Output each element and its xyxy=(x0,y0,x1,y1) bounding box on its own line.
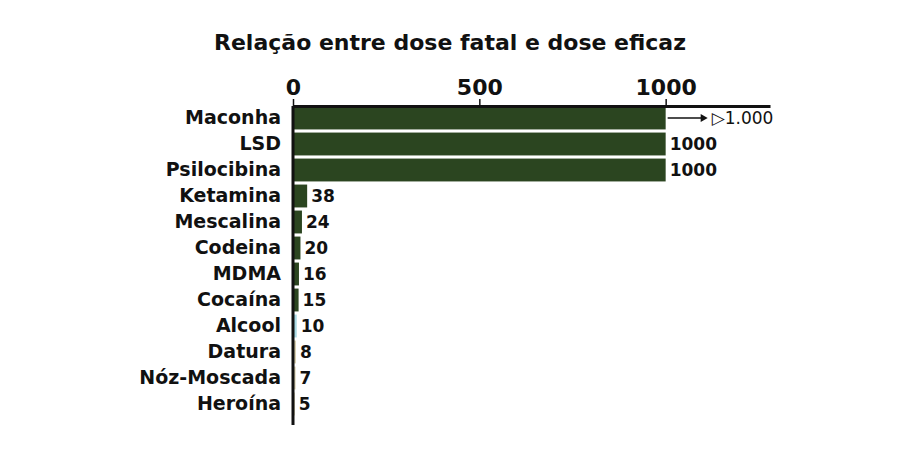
data-label: 24 xyxy=(306,212,330,232)
data-label: 1000 xyxy=(670,160,717,180)
category-label: Maconha xyxy=(185,106,281,128)
category-label: Datura xyxy=(208,340,281,362)
tick: 1000 xyxy=(636,75,697,106)
x-axis: 0 500 1000 xyxy=(286,75,771,107)
tick: Cocaína xyxy=(197,288,293,310)
tick: Alcool xyxy=(216,314,293,336)
data-label: ▷1.000 xyxy=(712,108,774,128)
bar xyxy=(293,133,666,156)
data-label: 38 xyxy=(311,186,335,206)
tick: Heroína xyxy=(197,392,293,414)
data-label: 16 xyxy=(303,264,327,284)
category-label: Heroína xyxy=(197,392,281,414)
tick: MDMA xyxy=(213,262,293,284)
data-label: 1000 xyxy=(670,134,717,154)
data-label: 7 xyxy=(300,368,312,388)
category-label: Codeina xyxy=(195,236,281,258)
category-label: Psilocibina xyxy=(166,158,281,180)
category-label: Mescalina xyxy=(174,210,281,232)
tick-mark xyxy=(293,99,295,106)
data-label: 10 xyxy=(301,316,325,336)
tick: Datura xyxy=(208,340,293,362)
data-labels: ▷1.000 1000 1000 38 24 20 16 15 10 8 7 5 xyxy=(299,108,774,414)
bar xyxy=(293,107,666,130)
y-axis: Maconha LSD Psilocibina Ketamina Mescalina Co… xyxy=(139,106,293,425)
tick: LSD xyxy=(239,132,293,154)
category-label: MDMA xyxy=(213,262,282,284)
title: Relação entre dose fatal e dose eficaz xyxy=(214,30,686,55)
tick: Mescalina xyxy=(174,210,293,232)
category-label: Cocaína xyxy=(197,288,281,310)
tick: Maconha xyxy=(185,106,293,128)
category-label: Alcool xyxy=(216,314,281,336)
tick: Nóz-Moscada xyxy=(139,366,293,388)
tick: Psilocibina xyxy=(166,158,293,180)
tick-mark xyxy=(665,99,667,106)
tick: 500 xyxy=(457,75,503,106)
axis-line xyxy=(292,106,295,425)
axis-line xyxy=(294,105,771,108)
bar xyxy=(293,185,307,208)
category-label: LSD xyxy=(239,132,281,154)
tick: Ketamina xyxy=(179,184,293,206)
bars xyxy=(293,107,666,416)
data-label: 8 xyxy=(300,342,312,362)
arrow xyxy=(668,117,704,119)
tick: Codeina xyxy=(195,236,293,258)
data-label: 5 xyxy=(299,394,311,414)
tick-mark xyxy=(479,99,481,106)
category-label: Ketamina xyxy=(179,184,281,206)
category-label: Nóz-Moscada xyxy=(139,366,281,388)
tick: 0 xyxy=(286,75,301,106)
arrow-head xyxy=(701,114,708,122)
chart: Relação entre dose fatal e dose eficaz 0 5… xyxy=(0,0,900,450)
tick-label: 500 xyxy=(457,75,503,100)
tick-label: 1000 xyxy=(636,75,697,100)
data-label: 15 xyxy=(303,290,327,310)
bar xyxy=(293,159,666,182)
data-label: 20 xyxy=(304,238,328,258)
tick-label: 0 xyxy=(286,75,301,100)
